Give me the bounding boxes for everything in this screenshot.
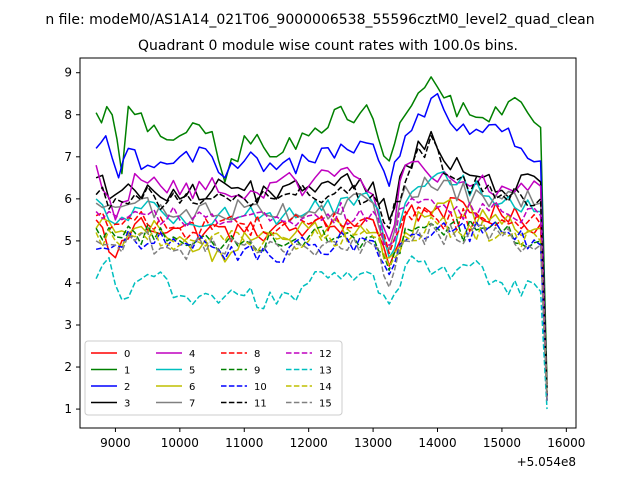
x-tick-label: 13000 — [354, 436, 392, 450]
series-line-12 — [95, 197, 548, 397]
y-tick-label: 1 — [64, 402, 72, 416]
y-tick-label: 8 — [64, 108, 72, 122]
x-tick-label: 16000 — [547, 436, 585, 450]
x-tick-label: 14000 — [418, 436, 456, 450]
series-line-5 — [95, 170, 548, 393]
legend-label-11: 11 — [254, 399, 267, 410]
legend-label-3: 3 — [124, 399, 130, 410]
series-line-9 — [95, 218, 548, 397]
legend-label-10: 10 — [254, 382, 267, 393]
series-line-10 — [95, 220, 548, 401]
series-line-2 — [95, 92, 548, 401]
legend-label-14: 14 — [319, 382, 332, 393]
series-line-3 — [95, 130, 548, 389]
x-tick-label: 9000 — [100, 436, 131, 450]
legend-label-5: 5 — [189, 366, 195, 377]
legend-label-8: 8 — [254, 349, 260, 360]
chart-title: Quadrant 0 module wise count rates with … — [138, 38, 518, 54]
y-tick-label: 4 — [64, 276, 72, 290]
series-line-13 — [95, 255, 548, 410]
series-layer — [95, 76, 548, 410]
legend-label-1: 1 — [124, 366, 130, 377]
series-line-14 — [95, 215, 548, 397]
y-tick-label: 5 — [64, 234, 72, 248]
legend-label-0: 0 — [124, 349, 130, 360]
series-line-8 — [95, 206, 548, 397]
legend-label-4: 4 — [189, 349, 195, 360]
y-tick-label: 3 — [64, 318, 72, 332]
series-line-7 — [95, 176, 548, 397]
chart-suptitle: n file: modeM0/AS1A14_021T06_9000006538_… — [45, 12, 594, 28]
series-line-4 — [95, 160, 548, 397]
legend-label-2: 2 — [124, 382, 130, 393]
legend-label-9: 9 — [254, 366, 260, 377]
legend-label-6: 6 — [189, 382, 195, 393]
legend-frame — [84, 340, 343, 416]
x-tick-label: 10000 — [161, 436, 199, 450]
y-tick-label: 2 — [64, 360, 72, 374]
series-line-11 — [95, 135, 548, 393]
legend-label-13: 13 — [319, 366, 332, 377]
y-tick-label: 7 — [64, 150, 72, 164]
plot-frame — [79, 57, 577, 429]
legend-label-15: 15 — [319, 399, 332, 410]
x-tick-label: 11000 — [225, 436, 263, 450]
legend-label-12: 12 — [319, 349, 332, 360]
legend-label-7: 7 — [189, 399, 195, 410]
x-tick-label: 12000 — [290, 436, 328, 450]
axes-layer: 9000 10000 11000 12000 13000 14000 15000 16000 1… — [64, 66, 585, 450]
series-line-1 — [95, 76, 548, 384]
y-tick-label: 6 — [64, 192, 72, 206]
x-offset-label: +5.054e8 — [517, 455, 576, 469]
y-tick-label: 9 — [64, 66, 72, 80]
x-tick-label: 15000 — [483, 436, 521, 450]
